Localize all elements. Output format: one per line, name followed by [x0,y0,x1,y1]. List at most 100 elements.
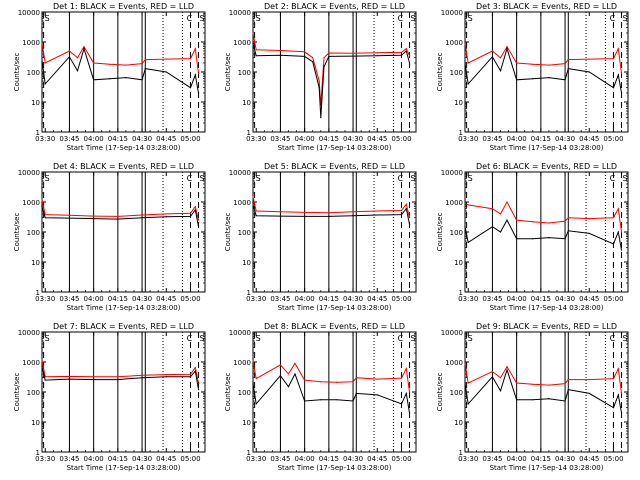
events-series-point [467,83,469,85]
events-series-point [93,378,95,381]
y-tick-label: 1 [459,129,463,137]
lld-series-point [165,374,167,376]
lld-series-point [467,62,469,64]
events-series-point [516,399,518,401]
y-tick-label: 1000 [233,359,251,367]
lld-series-point [197,219,200,221]
x-tick-label: 04:45 [367,455,387,463]
y-tick-label: 100 [238,69,251,77]
events-series-point [617,394,619,396]
chart-panel-1: Det 1: BLACK = Events, RED = LLD 1 10 100 10… [13,2,206,152]
events-series-point [355,392,357,394]
lld-series-point [336,381,338,383]
events-series-point [165,71,167,73]
events-series-point [516,238,518,240]
lld-series-line [41,43,199,74]
events-series-point [141,377,143,379]
x-tick-label: 03:45 [270,455,290,463]
events-series-point [336,399,338,401]
lld-series-line [464,200,622,233]
lld-series-point [588,378,590,381]
lld-series-point [252,360,254,362]
flag-letter: S [200,334,205,343]
events-series-point [400,214,403,216]
x-tick-label: 04:15 [319,455,339,463]
lld-series-point [279,364,282,366]
events-series-point [252,42,254,44]
events-series-point [464,62,466,64]
events-series-point [320,399,322,401]
lld-series-point [318,80,320,82]
lld-series-point [464,202,466,204]
x-tick-label: 04:15 [108,135,128,143]
y-tick-label: 100 [238,229,251,237]
events-series-point [467,403,469,405]
lld-series-point [588,58,590,60]
x-tick-label: 04:30 [132,295,152,303]
flag-letter: S [411,14,416,23]
events-series-point [76,70,79,72]
y-tick-label: 1 [459,449,463,457]
flag-letter: C [610,174,616,183]
lld-series-point [612,217,615,219]
y-tick-label: 1000 [22,359,40,367]
events-series-point [197,389,200,391]
lld-series-point [548,384,550,386]
lld-series-point [400,209,403,212]
events-series-point [255,215,257,217]
events-series-point [405,50,407,52]
y-tick-label: 1 [247,449,251,457]
x-axis-label: Start Time (17-Sep-14 03:28:00) [67,304,181,312]
events-series-point [68,217,71,219]
lld-series-point [506,46,508,48]
flag-letter: C [187,14,193,23]
lld-series-point [408,217,411,219]
chart-title: Det 1: BLACK = Events, RED = LLD [53,2,194,11]
lld-series-point [304,211,306,214]
x-tick-label: 04:15 [531,135,551,143]
y-tick-label: 1 [247,289,251,297]
lld-series-point [464,362,466,364]
events-series-point [352,215,354,217]
lld-series-point [117,376,119,378]
lld-series-point [320,381,322,383]
x-tick-label: 04:00 [295,455,315,463]
lld-series-point [376,378,378,380]
x-tick-label: 03:45 [482,455,502,463]
lld-series-point [532,221,534,223]
lld-series-point [567,378,569,381]
events-series-point [41,59,43,61]
lld-series-point [41,199,43,201]
events-series-line [41,46,199,94]
x-tick-label: 03:45 [482,135,502,143]
events-series-point [304,400,306,402]
x-tick-label: 04:30 [343,455,363,463]
events-series-point [189,215,192,218]
x-tick-label: 04:30 [555,295,575,303]
lld-series-point [612,377,615,380]
events-series-line [464,368,622,414]
lld-series-point [516,62,518,64]
events-series-point [144,67,146,70]
events-series-point [408,62,411,64]
x-tick-label: 05:00 [603,135,623,143]
flag-letter: C [398,14,404,23]
events-series-point [467,241,469,244]
flag-letter: S [623,174,628,183]
y-axis-label: Counts/sec [224,213,232,252]
y-tick-label: 1000 [445,39,463,47]
events-series-point [304,55,306,58]
lld-series-point [491,50,494,52]
events-series-point [328,215,330,218]
events-series-point [499,231,502,233]
x-tick-label: 03:45 [270,135,290,143]
events-series-point [197,226,200,228]
events-series-point [548,398,550,400]
lld-series-line [464,363,622,394]
plot-frame [41,331,206,453]
x-tick-label: 04:15 [319,135,339,143]
lld-series-point [68,375,71,378]
y-tick-label: 1000 [22,199,40,207]
x-tick-label: 04:00 [507,135,527,143]
